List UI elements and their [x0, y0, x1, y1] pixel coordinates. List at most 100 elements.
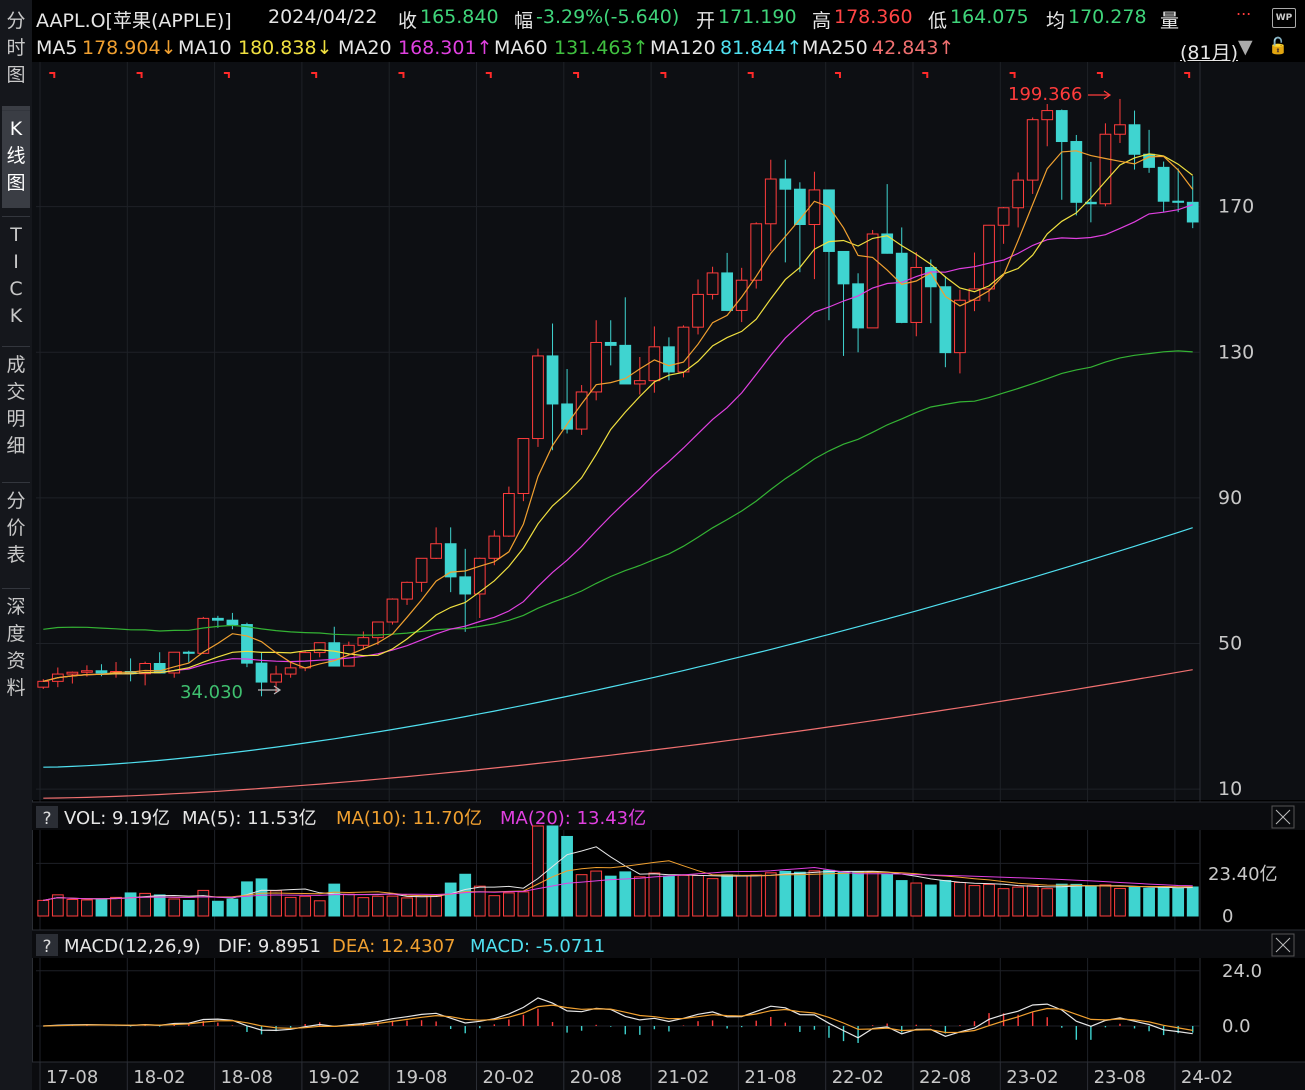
sidebar-item-char: 深 — [6, 596, 26, 618]
candle-body — [1041, 110, 1054, 121]
x-axis-bg — [32, 1062, 1305, 1090]
volume-bar — [1186, 886, 1199, 917]
x-tick-label: 22-02 — [832, 1067, 884, 1088]
candle-body — [502, 493, 515, 537]
sidebar-item-4[interactable]: 分价表 — [2, 488, 30, 580]
sidebar-item-5[interactable]: 深度资料 — [2, 594, 30, 710]
lock-icon[interactable]: 🔓 — [1268, 36, 1288, 55]
chevron-down-icon[interactable]: ▼ — [1238, 36, 1253, 58]
candle-body — [95, 670, 108, 674]
kline-chart[interactable]: 10 50 90 130 170 199.366 34.030? VOL: 9.19亿 MA(5… — [32, 62, 1305, 1090]
candle-body — [1012, 179, 1025, 209]
volume-bar — [837, 871, 850, 917]
vol-ma-line — [43, 866, 1193, 901]
volume-bar — [735, 875, 748, 917]
candle-body — [139, 663, 152, 675]
volume-bar — [954, 882, 966, 917]
candle-body — [881, 233, 894, 254]
period-selector[interactable]: (81月) — [1180, 42, 1239, 64]
volume-bar — [619, 871, 632, 917]
vol-legend: MA(5): 11.53亿 — [182, 808, 317, 829]
candle-body — [692, 293, 704, 328]
candle-body — [1055, 110, 1068, 143]
volume-bar — [561, 835, 573, 917]
change-value: -3.29%(-5.640) — [536, 6, 680, 28]
sidebar-item-char: 明 — [6, 408, 26, 430]
candle-body — [823, 189, 835, 252]
vol-tick-label: 23.40亿 — [1208, 864, 1278, 885]
volume-bar — [983, 883, 995, 917]
candle-body — [924, 266, 937, 288]
volume-bar — [444, 882, 457, 917]
high-annotation: 199.366 — [1008, 84, 1082, 105]
x-tick-label: 22-08 — [919, 1067, 971, 1088]
volume-bar — [1143, 887, 1155, 917]
price-tick-label: 50 — [1218, 632, 1242, 654]
sidebar-item-char: 价 — [6, 517, 26, 539]
sidebar-item-char: 时 — [6, 37, 26, 59]
volume-bar — [852, 871, 864, 917]
candle-body — [604, 341, 617, 346]
candle-body — [270, 673, 282, 683]
volume-bar — [415, 895, 428, 917]
flag-marker — [136, 72, 143, 78]
candle-body — [517, 438, 530, 495]
flag-marker — [49, 72, 56, 78]
ma-bar: MA5 178.904↓ MA10 180.838↓ MA20 168.301↑ MA60 1… — [32, 34, 1305, 64]
candle-body — [182, 651, 195, 654]
avg-value: 170.278 — [1068, 6, 1147, 28]
volume-bar — [284, 896, 297, 917]
volume-bar — [211, 900, 224, 917]
price-tick-label: 170 — [1218, 196, 1254, 218]
wp-icon[interactable]: WP — [1272, 8, 1296, 28]
candle-body — [328, 642, 341, 667]
volume-bar — [633, 876, 646, 917]
volume-bar — [1157, 886, 1170, 917]
more-dots[interactable]: ... — [1236, 0, 1252, 19]
volume-bar — [51, 894, 64, 917]
avg-label: 均 — [1046, 10, 1066, 32]
candle-body — [706, 272, 719, 295]
ma-value: 131.463↑ — [554, 37, 649, 59]
high-arrow — [1088, 90, 1112, 100]
ma-value: 168.301↑ — [398, 37, 493, 59]
ma-label: MA120 — [650, 37, 716, 59]
volume-bar — [1099, 884, 1112, 917]
sidebar-divider — [2, 482, 30, 483]
candle-body — [1128, 124, 1141, 155]
open-label: 开 — [696, 10, 716, 32]
macd-legend: DEA: 12.4307 — [332, 936, 455, 957]
flag-marker — [1009, 72, 1016, 78]
volume-bar — [1070, 883, 1083, 917]
flag-marker — [834, 72, 841, 78]
sidebar-item-0[interactable]: 分时图 — [2, 8, 30, 100]
volume-bar — [473, 885, 486, 917]
quote-header: AAPL.O[苹果(APPLE)] 2024/04/22 收 165.840 幅… — [32, 0, 1305, 34]
ma-label: MA60 — [494, 37, 548, 59]
vol-legend: VOL: 9.19亿 — [64, 808, 170, 829]
close-panel-button — [1271, 805, 1295, 829]
close-icon — [1275, 809, 1291, 825]
volume-bar — [895, 880, 908, 917]
volume-bar — [299, 895, 312, 917]
volume-bar — [910, 882, 923, 917]
volume-bar — [241, 881, 253, 917]
candle-body — [488, 535, 501, 559]
candle-body — [81, 670, 93, 673]
flag-marker — [573, 72, 580, 78]
flag-marker — [398, 72, 405, 78]
sidebar-item-3[interactable]: 成交明细 — [2, 352, 30, 468]
volume-bar — [532, 825, 544, 917]
volume-bar — [488, 895, 501, 917]
candle-body — [1157, 166, 1170, 202]
vol-header-bg — [32, 802, 1305, 830]
volume-bar — [866, 871, 879, 917]
sidebar-item-char: T — [10, 224, 22, 246]
volume-bar — [313, 900, 326, 917]
volume-bar — [750, 874, 763, 917]
candle-body — [619, 344, 632, 385]
volume-bar — [139, 892, 152, 917]
